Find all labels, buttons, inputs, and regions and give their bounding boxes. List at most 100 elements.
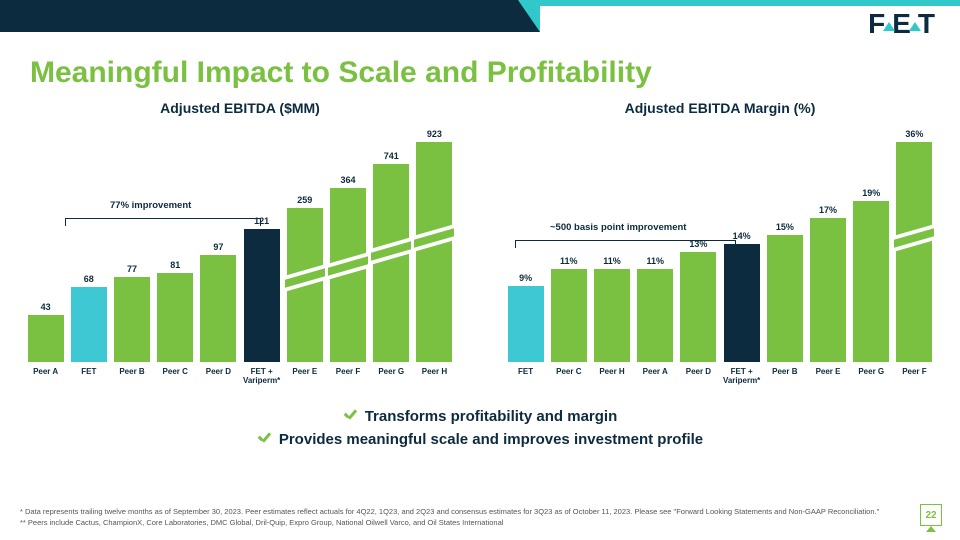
bar-value: 19% xyxy=(862,188,880,198)
logo: FET xyxy=(868,8,936,40)
bar-rect xyxy=(416,142,452,362)
bar-rect xyxy=(200,255,236,362)
bar: 17% xyxy=(808,205,847,362)
bar-value: 68 xyxy=(84,274,94,284)
bar: 97 xyxy=(199,242,238,362)
x-label: FET + Variperm* xyxy=(242,368,281,386)
bar: 364 xyxy=(328,175,367,362)
x-label: Peer A xyxy=(636,368,675,386)
bar-value: 15% xyxy=(776,222,794,232)
bar-value: 77 xyxy=(127,264,137,274)
bar: 11% xyxy=(592,256,631,362)
bar-value: 11% xyxy=(560,256,578,266)
check-icon xyxy=(343,410,359,422)
x-label: Peer E xyxy=(808,368,847,386)
bar: 43 xyxy=(26,302,65,362)
bar: 14% xyxy=(722,231,761,362)
bar: 923 xyxy=(415,129,454,362)
x-label: FET + Variperm* xyxy=(722,368,761,386)
bullet-item: Provides meaningful scale and improves i… xyxy=(0,431,960,448)
x-label: Peer C xyxy=(156,368,195,386)
bar-rect xyxy=(114,277,150,362)
bar-value: 11% xyxy=(603,256,621,266)
bar-rect xyxy=(330,188,366,362)
bar-rect xyxy=(810,218,846,362)
bar-rect xyxy=(680,252,716,362)
bar-rect xyxy=(767,235,803,362)
bar-rect xyxy=(287,208,323,362)
bar: 36% xyxy=(895,129,934,362)
bar: 81 xyxy=(156,260,195,362)
bar-value: 97 xyxy=(213,242,223,252)
bar: 9% xyxy=(506,273,545,362)
bar-rect xyxy=(508,286,544,362)
bar-rect xyxy=(724,244,760,362)
bullet-text: Transforms profitability and margin xyxy=(365,408,618,425)
chart-xlabels: Peer AFETPeer B Peer CPeer DFET + Variper… xyxy=(20,368,460,386)
bar-rect xyxy=(551,269,587,362)
footnote: ** Peers include Cactus, ChampionX, Core… xyxy=(20,518,890,528)
x-label: Peer B xyxy=(112,368,151,386)
bar: 19% xyxy=(852,188,891,362)
chart-plot: 43 68 77 81 97 121 259 364 741 923 xyxy=(20,122,460,362)
bullet-text: Provides meaningful scale and improves i… xyxy=(279,431,703,448)
x-label: Peer B xyxy=(765,368,804,386)
bar-value: 13% xyxy=(689,239,707,249)
footnote: * Data represents trailing twelve months… xyxy=(20,507,890,517)
bar: 741 xyxy=(372,151,411,362)
footnotes: * Data represents trailing twelve months… xyxy=(20,505,890,531)
x-label: Peer F xyxy=(328,368,367,386)
bar: 121 xyxy=(242,216,281,362)
bar: 68 xyxy=(69,274,108,362)
bar-value: 11% xyxy=(646,256,664,266)
bar-rect xyxy=(853,201,889,362)
bar-value: 43 xyxy=(41,302,51,312)
x-label: Peer G xyxy=(372,368,411,386)
bar-value: 81 xyxy=(170,260,180,270)
chart-ebitda: Adjusted EBITDA ($MM) 77% improvement 43… xyxy=(0,100,480,390)
bar-value: 364 xyxy=(341,175,356,185)
bar-rect xyxy=(373,164,409,362)
page-number: 22 xyxy=(920,504,942,526)
bullet-item: Transforms profitability and margin xyxy=(0,408,960,425)
bar-rect xyxy=(896,142,932,362)
x-label: Peer H xyxy=(415,368,454,386)
x-label: Peer A xyxy=(26,368,65,386)
bar-value: 14% xyxy=(733,231,751,241)
bar: 15% xyxy=(765,222,804,362)
bar-value: 121 xyxy=(254,216,269,226)
x-label: Peer F xyxy=(895,368,934,386)
chart-xlabels: FETPeer CPeer H Peer APeer DFET + Variper… xyxy=(500,368,940,386)
page-title: Meaningful Impact to Scale and Profitabi… xyxy=(30,56,652,90)
header-bar xyxy=(0,0,960,32)
check-icon xyxy=(257,433,273,445)
bar-value: 9% xyxy=(519,273,532,283)
bar-rect xyxy=(244,229,280,362)
charts-row: Adjusted EBITDA ($MM) 77% improvement 43… xyxy=(0,100,960,390)
bar-value: 259 xyxy=(297,195,312,205)
bullet-list: Transforms profitability and margin Prov… xyxy=(0,402,960,454)
bar: 11% xyxy=(636,256,675,362)
x-label: Peer D xyxy=(199,368,238,386)
x-label: Peer H xyxy=(592,368,631,386)
bar-rect xyxy=(28,315,64,362)
x-label: Peer D xyxy=(679,368,718,386)
x-label: FET xyxy=(506,368,545,386)
x-label: Peer E xyxy=(285,368,324,386)
bar: 11% xyxy=(549,256,588,362)
bar: 77 xyxy=(112,264,151,362)
bar-rect xyxy=(157,273,193,362)
x-label: Peer G xyxy=(852,368,891,386)
x-label: FET xyxy=(69,368,108,386)
x-label: Peer C xyxy=(549,368,588,386)
bar-rect xyxy=(637,269,673,362)
bar: 259 xyxy=(285,195,324,362)
chart-plot: 9% 11% 11% 11% 13% 14% 15% 17% 19% 36% xyxy=(500,122,940,362)
chart-margin: Adjusted EBITDA Margin (%) ~500 basis po… xyxy=(480,100,960,390)
bar-rect xyxy=(594,269,630,362)
bar-value: 17% xyxy=(819,205,837,215)
bar-value: 923 xyxy=(427,129,442,139)
bar-value: 36% xyxy=(905,129,923,139)
chart-title: Adjusted EBITDA Margin (%) xyxy=(500,100,940,116)
bar: 13% xyxy=(679,239,718,362)
